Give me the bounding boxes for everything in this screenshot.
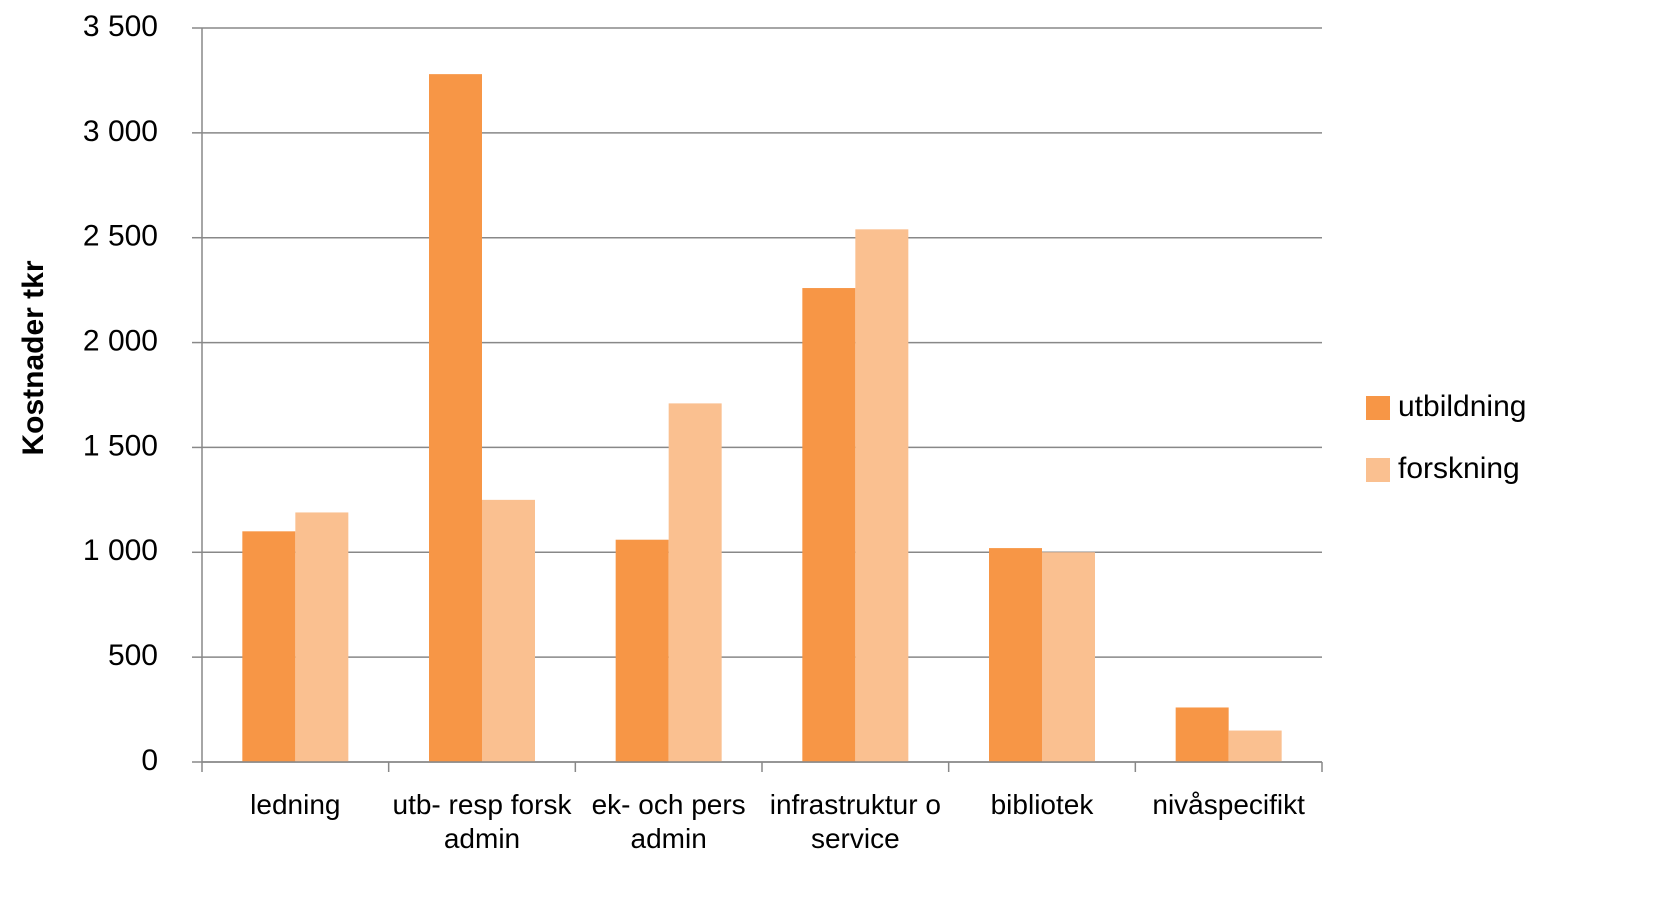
bar [482, 499, 535, 762]
bar [429, 74, 482, 762]
bar [242, 531, 296, 762]
y-tick-label: 0 [141, 744, 158, 777]
x-tick-label-box: utb- resp forsk admin [392, 789, 572, 854]
x-tick-label-box: nivåspecifikt [1152, 789, 1305, 820]
y-tick-label: 3 500 [83, 10, 158, 43]
x-tick-label-box: ledning [250, 789, 341, 820]
x-tick-label: bibliotek [990, 789, 1094, 820]
bar [1175, 707, 1229, 762]
x-tick-label-box: bibliotek [990, 789, 1094, 820]
legend-swatch [1366, 396, 1390, 420]
x-tick-label: utb- resp forsk admin [392, 789, 572, 854]
legend-label: forskning [1398, 452, 1520, 485]
bar [989, 548, 1042, 762]
y-axis-label: Kostnader tkr [17, 260, 50, 455]
x-tick-label: nivåspecifikt [1152, 789, 1305, 820]
bar [855, 229, 909, 763]
bar [1228, 730, 1282, 762]
x-tick-label: ledning [250, 789, 341, 820]
bar [802, 288, 856, 762]
bar [668, 403, 722, 762]
bar [615, 539, 669, 762]
legend-swatch [1366, 458, 1390, 482]
x-tick-label-box: ek- och pers admin [591, 789, 746, 854]
y-tick-label: 2 000 [83, 324, 158, 357]
x-tick-label: infrastruktur o service [769, 789, 941, 854]
y-tick-label: 1 000 [83, 534, 158, 567]
legend-label: utbildning [1398, 390, 1526, 423]
bar [295, 512, 349, 762]
y-tick-label: 3 000 [83, 115, 158, 148]
x-tick-label-box: infrastruktur o service [769, 789, 941, 854]
y-tick-label: 2 500 [83, 220, 158, 253]
y-tick-label: 1 500 [83, 429, 158, 462]
bar [1042, 552, 1095, 762]
y-tick-label: 500 [108, 639, 158, 672]
x-tick-label: ek- och pers admin [591, 789, 746, 854]
